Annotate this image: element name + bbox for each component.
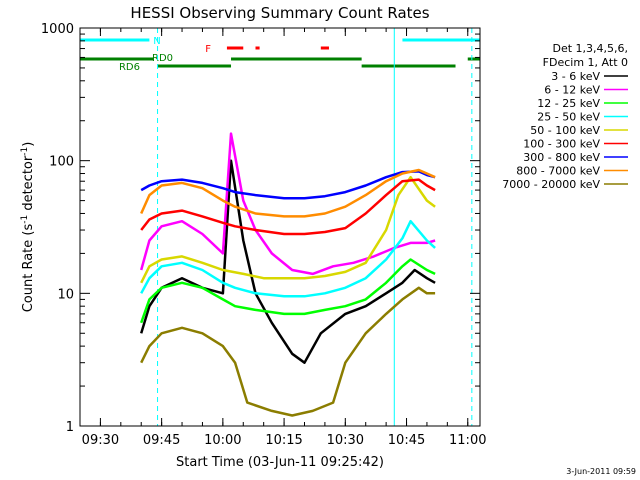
series-line-5 (140, 178, 436, 236)
saa-night-lines (79, 28, 473, 426)
series-line-4 (140, 175, 436, 284)
x-tick-label-4: 10:30 (327, 433, 364, 448)
series-line-8 (140, 286, 436, 417)
x-tick-label-6: 11:00 (449, 433, 486, 448)
series-line-2 (140, 258, 436, 324)
series-line-0 (140, 159, 436, 364)
y-axis: 1 10 100 1000 (41, 22, 480, 435)
series-line-7 (140, 168, 436, 218)
legend-label-2: 12 - 25 keV (537, 97, 600, 110)
legend-label-1: 6 - 12 keV (544, 84, 600, 97)
y-tick-label-1: 10 (57, 287, 74, 302)
x-tick-label-5: 10:45 (388, 433, 425, 448)
y-axis-label: Count Rate (s-1 detector-1) (20, 142, 36, 313)
chart-title: HESSI Observing Summary Count Rates (130, 4, 429, 22)
legend-label-5: 100 - 300 keV (523, 138, 600, 151)
x-tick-label-0: 09:30 (82, 433, 119, 448)
flag-label-rd0: RD0 (152, 53, 173, 64)
legend-label-6: 300 - 800 keV (523, 151, 600, 164)
legend-title-1: Det 1,3,4,5,6, (552, 42, 628, 55)
legend-label-8: 7000 - 20000 keV (502, 178, 600, 191)
legend-label-7: 800 - 7000 keV (516, 165, 600, 178)
x-tick-label-3: 10:15 (265, 433, 302, 448)
x-axis-label: Start Time (03-Jun-11 09:25:42) (176, 455, 384, 470)
observing-flags: N F RD0 RD6 (80, 36, 480, 73)
series-lines (139, 132, 436, 417)
flag-label-n: N (153, 36, 160, 47)
x-tick-label-1: 09:45 (143, 433, 180, 448)
series-line-3 (140, 219, 436, 298)
y-tick-label-0: 1 (66, 420, 74, 435)
x-axis: 09:30 09:45 10:00 10:15 10:30 10:45 11:00 (79, 28, 486, 448)
legend-label-0: 3 - 6 keV (551, 70, 600, 83)
x-tick-label-2: 10:00 (204, 433, 241, 448)
y-tick-label-2: 100 (49, 155, 74, 170)
legend-label-4: 50 - 100 keV (530, 124, 600, 137)
legend-label-3: 25 - 50 keV (537, 111, 600, 124)
legend-title-2: FDecim 1, Att 0 (543, 56, 628, 69)
flag-label-rd6: RD6 (119, 62, 140, 73)
footer-stamp: 3-Jun-2011 09:59 (566, 467, 636, 476)
y-tick-label-3: 1000 (41, 22, 74, 37)
flag-label-f: F (205, 44, 211, 55)
plot-frame (79, 27, 481, 427)
